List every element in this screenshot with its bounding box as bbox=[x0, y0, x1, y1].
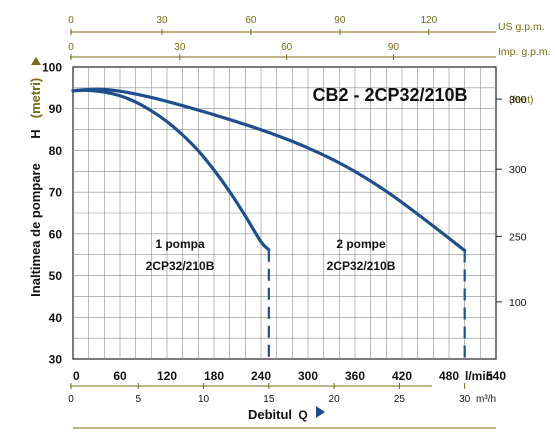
chart-title: CB2 - 2CP32/210B bbox=[312, 85, 467, 105]
x-axis-m3h-ticks: 0 5 10 15 20 25 30 bbox=[68, 383, 471, 405]
series-2-curve bbox=[71, 87, 467, 253]
m3h-tick-label: 0 bbox=[68, 394, 74, 405]
lmin-unit-label: l/min bbox=[465, 369, 493, 383]
grid bbox=[73, 67, 496, 359]
series-1-name: 1 pompa bbox=[155, 237, 205, 251]
x-tick-label: 240 bbox=[251, 369, 271, 383]
usgpm-tick-label: 60 bbox=[245, 15, 257, 26]
x-tick-label: 480 bbox=[439, 369, 459, 383]
x-tick-label: 300 bbox=[298, 369, 318, 383]
y-tick-label: 30 bbox=[49, 353, 63, 367]
feet-tick-label: 300 bbox=[509, 94, 527, 106]
x-axis-arrow-icon bbox=[316, 406, 325, 418]
m3h-tick-label: 5 bbox=[135, 394, 141, 405]
feet-tick-label: 250 bbox=[509, 231, 527, 243]
m3h-tick-label: 15 bbox=[263, 394, 275, 405]
usgpm-tick-label: 120 bbox=[420, 15, 437, 26]
feet-tick-label: 100 bbox=[509, 297, 527, 309]
x-tick-label: 0 bbox=[73, 369, 80, 383]
impgpm-tick-label: 60 bbox=[281, 42, 293, 53]
y-tick-label: 80 bbox=[49, 144, 63, 158]
y-axis-symbol: H bbox=[28, 129, 43, 138]
y-axis-label: Inaltimea de pompare bbox=[28, 163, 43, 297]
x-tick-label: 360 bbox=[345, 369, 365, 383]
x-tick-label: 120 bbox=[157, 369, 177, 383]
m3h-tick-label: 20 bbox=[329, 394, 341, 405]
curves bbox=[71, 87, 467, 359]
m3h-tick-label: 25 bbox=[394, 394, 406, 405]
impgpm-tick-label: 30 bbox=[174, 42, 186, 53]
m3h-unit-label: m³/h bbox=[476, 394, 496, 405]
m3h-tick-label: 30 bbox=[459, 394, 471, 405]
usgpm-tick-label: 90 bbox=[334, 15, 346, 26]
series-2-name: 2 pompe bbox=[336, 237, 386, 251]
feet-tick-label: 300 bbox=[509, 164, 527, 176]
series-1-model: 2CP32/210B bbox=[146, 259, 215, 273]
usgpm-tick-label: 30 bbox=[156, 15, 168, 26]
x-tick-label: 180 bbox=[204, 369, 224, 383]
x-axis-lmin-ticks: 0 60 120 180 240 300 360 420 480 540 bbox=[73, 369, 506, 383]
top-ticks: 0 30 60 90 120 0 30 60 90 bbox=[68, 15, 438, 60]
x-axis-label: Debitul bbox=[248, 407, 292, 422]
x-axis-symbol: Q bbox=[298, 408, 307, 422]
usgpm-unit-label: US g.p.m. bbox=[498, 21, 545, 33]
impgpm-tick-label: 0 bbox=[68, 42, 74, 53]
impgpm-unit-label: Imp. g.p.m. bbox=[498, 46, 551, 58]
series-2-model: 2CP32/210B bbox=[327, 259, 396, 273]
x-tick-label: 60 bbox=[113, 369, 127, 383]
y-axis-title: Inaltimea de pompare H (metri) bbox=[28, 57, 43, 297]
right-axis-ticks: 300 300 250 100 bbox=[496, 94, 527, 309]
m3h-tick-label: 10 bbox=[198, 394, 210, 405]
series-1-curve bbox=[71, 88, 271, 252]
feet-unit-label: (feet) bbox=[509, 94, 534, 106]
y-tick-label: 70 bbox=[49, 186, 63, 200]
x-tick-label: 540 bbox=[486, 369, 506, 383]
x-tick-label: 420 bbox=[392, 369, 412, 383]
impgpm-tick-label: 90 bbox=[388, 42, 400, 53]
y-tick-label: 60 bbox=[49, 227, 63, 241]
y-axis-unit: (metri) bbox=[28, 78, 43, 118]
y-axis-ticks: 30 40 50 60 70 80 90 100 bbox=[42, 61, 62, 367]
usgpm-tick-label: 0 bbox=[68, 15, 74, 26]
y-tick-label: 40 bbox=[49, 311, 63, 325]
y-axis-arrow-icon bbox=[31, 57, 41, 65]
y-tick-label: 50 bbox=[49, 269, 63, 283]
y-tick-label: 90 bbox=[49, 102, 63, 116]
y-tick-label: 100 bbox=[42, 61, 62, 75]
